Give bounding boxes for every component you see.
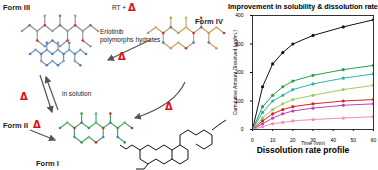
svg-text:Δ: Δ [33, 119, 41, 130]
svg-text:Form IV: Form IV [195, 17, 223, 26]
svg-text:Time (min): Time (min) [301, 140, 325, 146]
svg-text:Δ: Δ [118, 51, 126, 62]
svg-text:in solution: in solution [62, 90, 92, 97]
svg-text:10: 10 [270, 137, 276, 143]
svg-text:Δ: Δ [20, 91, 28, 102]
svg-text:60: 60 [371, 137, 377, 143]
svg-text:Δ: Δ [128, 2, 136, 13]
svg-text:300: 300 [235, 40, 244, 47]
svg-text:Δ: Δ [165, 101, 173, 112]
html-text:Improvement in solubility & di: Improvement in solubility & dissolution … [228, 2, 378, 11]
svg-text:400: 400 [235, 12, 244, 18]
svg-text:Cumulative Amount Dissolved (μ: Cumulative Amount Dissolved (μg/mL) [232, 30, 238, 115]
svg-text:100: 100 [235, 97, 244, 104]
svg-text:RT +: RT + [112, 4, 126, 11]
svg-text:Form I: Form I [36, 159, 59, 168]
svg-text:20: 20 [290, 137, 296, 143]
svg-text:Form II: Form II [3, 121, 28, 130]
svg-text:Form III: Form III [3, 3, 30, 12]
svg-text:0: 0 [241, 126, 244, 132]
svg-text:50: 50 [351, 137, 357, 143]
svg-text:polymorphs hydrates: polymorphs hydrates [100, 36, 161, 44]
svg-text:40: 40 [330, 137, 336, 143]
svg-text:Erlotinib: Erlotinib [100, 28, 124, 35]
svg-text:0: 0 [251, 137, 254, 143]
html-text:Dissolution rate profile: Dissolution rate profile [256, 145, 350, 155]
svg-text:200: 200 [235, 69, 244, 76]
